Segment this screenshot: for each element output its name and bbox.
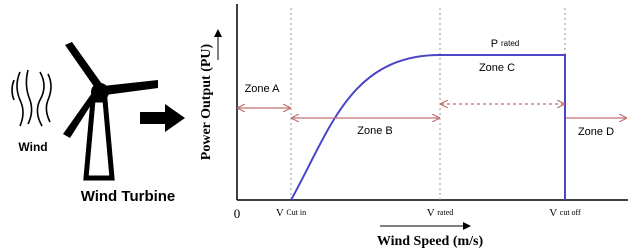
x-axis-title: Wind Speed (m/s) — [377, 234, 484, 249]
zone-label: Zone B — [357, 125, 392, 137]
zone-label: Zone D — [578, 126, 614, 138]
speed-label: V Cut in — [276, 207, 306, 219]
guide-lines — [291, 8, 565, 200]
origin-label: 0 — [234, 206, 241, 221]
label-part: Cut in — [286, 208, 306, 217]
label-part: V — [549, 207, 557, 219]
zone-label: Zone A — [245, 83, 281, 95]
label-part: rated — [437, 208, 453, 217]
zone-arrows — [238, 104, 626, 118]
label-part: V — [427, 207, 435, 219]
zone-label: Zone C — [479, 62, 515, 74]
label-part: rated — [501, 39, 519, 48]
power-curve — [291, 55, 565, 200]
label-part: P — [491, 38, 498, 50]
diagram: Wind Wind Turbine Power Output (PU) Wind… — [0, 0, 628, 251]
turbine-label: Wind Turbine — [81, 188, 176, 205]
turbine-icon — [63, 42, 158, 178]
y-axis-title: Power Output (PU) — [199, 43, 214, 160]
label-part: cut off — [560, 208, 581, 217]
wind-label: Wind — [18, 140, 47, 154]
speed-label: V cut off — [549, 207, 581, 219]
wind-icon — [12, 70, 51, 126]
speed-label: V rated — [427, 207, 454, 219]
label-part: V — [276, 207, 284, 219]
power-label: P rated — [491, 38, 519, 50]
flow-arrow — [140, 104, 185, 132]
